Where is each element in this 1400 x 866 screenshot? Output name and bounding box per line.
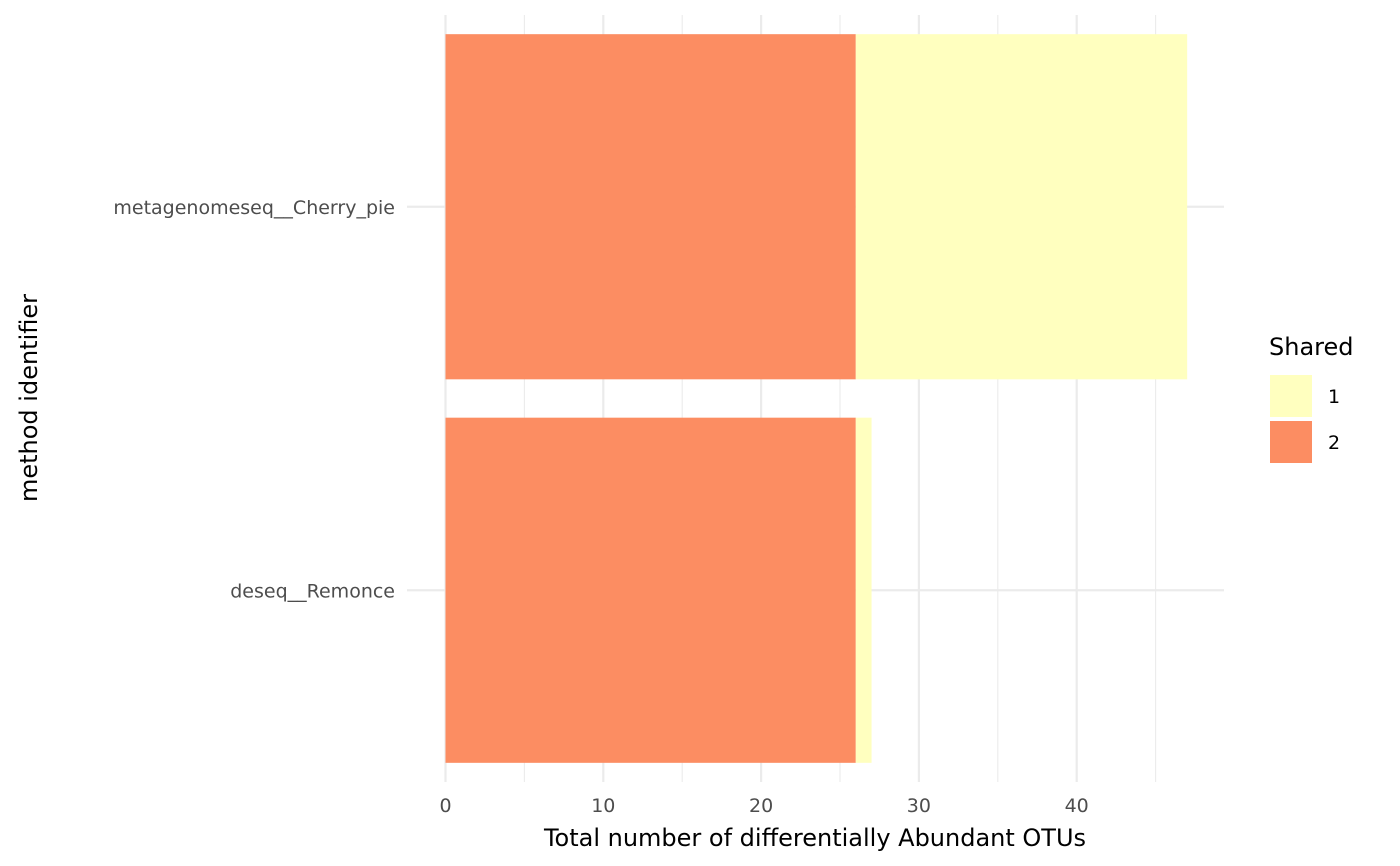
y-tick-labels: metagenomeseq__Cherry_pie deseq__Remonce (113, 197, 395, 603)
x-tick-labels: 0 10 20 30 40 (439, 795, 1088, 817)
bar-segment (445, 417, 856, 763)
bars (445, 34, 1188, 763)
legend: Shared 1 2 (1269, 333, 1354, 463)
x-tick-label: 20 (749, 795, 773, 817)
x-axis-title: Total number of differentially Abundant … (543, 824, 1086, 852)
y-axis-title: method identifier (15, 294, 43, 502)
x-tick-label: 40 (1065, 795, 1089, 817)
bar-segment (445, 34, 856, 380)
bar-segment (855, 34, 1188, 380)
legend-key-2 (1270, 421, 1312, 463)
y-tick-label: deseq__Remonce (230, 580, 395, 602)
y-tick-label: metagenomeseq__Cherry_pie (113, 197, 395, 219)
bar-segment (855, 417, 872, 763)
x-tick-label: 30 (907, 795, 931, 817)
legend-title: Shared (1269, 333, 1354, 361)
x-tick-label: 10 (591, 795, 615, 817)
x-tick-label: 0 (439, 795, 451, 817)
legend-key-1 (1270, 375, 1312, 417)
legend-label-1: 1 (1328, 386, 1340, 408)
legend-label-2: 2 (1328, 432, 1340, 454)
